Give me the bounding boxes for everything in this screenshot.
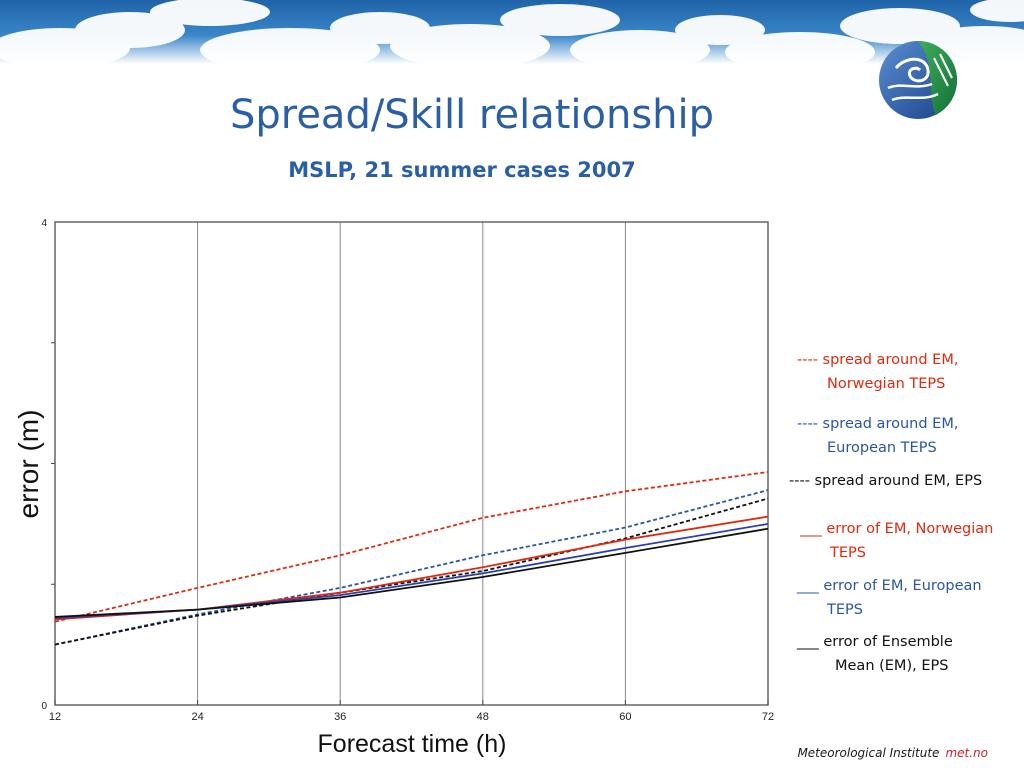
legend-label: ---- spread around EM, EPS — [789, 473, 983, 489]
cloud-decoration — [0, 0, 1024, 64]
legend-label: ---- spread around EM, — [797, 416, 959, 432]
x-tick-label: 72 — [762, 711, 774, 723]
footer-org: Meteorological Institute — [797, 746, 940, 760]
legend-label: TEPS — [827, 602, 863, 618]
spread-skill-chart: 12 24 36 48 60 72 0 4 Forecast time (h) error (… — [13, 218, 774, 758]
legend-label: TEPS — [830, 545, 866, 561]
legend-label: European TEPS — [827, 440, 937, 456]
legend-label: ___ error of Ensemble — [797, 634, 953, 650]
y-tick-label: 4 — [41, 218, 47, 229]
axes: 12 24 36 48 60 72 0 4 — [41, 218, 774, 723]
x-axis-label: Forecast time (h) — [318, 730, 507, 758]
x-tick-label: 24 — [191, 711, 203, 723]
sky-banner — [0, 0, 1024, 64]
grid-lines — [197, 222, 626, 705]
footer-brand: met.no — [945, 746, 988, 760]
series-lines — [54, 471, 769, 646]
y-tick-label: 0 — [41, 701, 47, 712]
met-institute-logo — [879, 41, 958, 119]
y-axis-label: error (m) — [13, 410, 44, 519]
legend-label: ___ error of EM, European — [797, 578, 982, 594]
series-line-6 — [54, 527, 769, 618]
x-tick-label: 36 — [334, 711, 346, 723]
footer: Meteorological Institute met.no — [797, 746, 988, 760]
series-line-3 — [54, 497, 769, 646]
legend-item-error-norwegian: ___ error of EM, Norwegian TEPS — [800, 517, 993, 565]
plot-frame — [54, 221, 769, 706]
slide-subtitle: MSLP, 21 summer cases 2007 — [288, 158, 636, 182]
legend-item-error-eps: ___ error of Ensemble Mean (EM), EPS — [797, 630, 953, 678]
legend-label: ___ error of EM, Norwegian — [800, 521, 994, 537]
legend-item-error-european: ___ error of EM, European TEPS — [797, 574, 982, 622]
series-line-2 — [54, 489, 769, 646]
x-tick-label: 48 — [477, 711, 489, 723]
legend-label: Mean (EM), EPS — [835, 658, 949, 674]
legend-label: ---- spread around EM, — [797, 352, 959, 368]
legend-item-spread-eps: ---- spread around EM, EPS — [789, 469, 982, 493]
legend-item-spread-norwegian: ---- spread around EM, Norwegian TEPS — [797, 348, 958, 396]
x-tick-label: 12 — [49, 711, 61, 723]
legend-item-spread-european: ---- spread around EM, European TEPS — [797, 412, 958, 460]
series-line-1 — [54, 471, 769, 623]
slide-title: Spread/Skill relationship — [229, 92, 715, 138]
x-tick-label: 60 — [619, 711, 631, 723]
series-line-4 — [54, 515, 769, 621]
legend-label: Norwegian TEPS — [827, 376, 946, 392]
